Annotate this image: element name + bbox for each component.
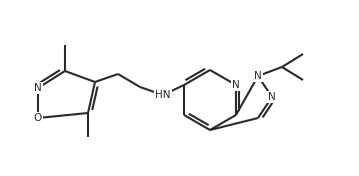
Text: N: N [254,71,262,81]
Text: HN: HN [155,90,171,100]
Text: N: N [232,80,240,90]
Text: O: O [34,113,42,123]
Text: N: N [34,83,42,93]
Text: N: N [268,92,276,102]
